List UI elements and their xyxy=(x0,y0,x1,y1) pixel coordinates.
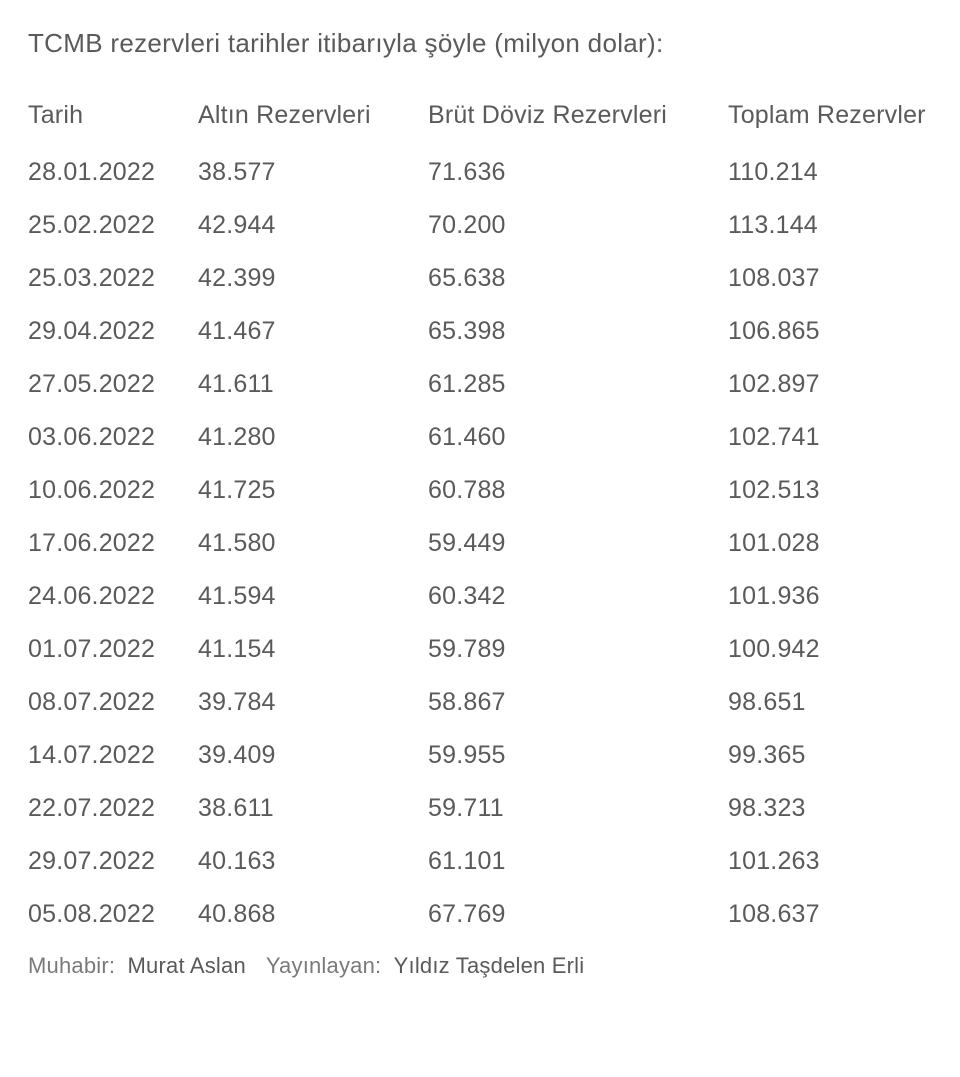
cell-date: 22.07.2022 xyxy=(28,794,198,823)
cell-date: 25.02.2022 xyxy=(28,211,198,240)
cell-total: 101.936 xyxy=(728,582,820,611)
cell-total: 100.942 xyxy=(728,635,820,664)
cell-date: 05.08.2022 xyxy=(28,900,198,929)
cell-date: 24.06.2022 xyxy=(28,582,198,611)
header-gold: Altın Rezervleri xyxy=(198,101,428,130)
cell-gold: 41.580 xyxy=(198,529,428,558)
cell-gold: 38.611 xyxy=(198,794,428,823)
cell-gross: 58.867 xyxy=(428,688,728,717)
table-row: 17.06.202241.58059.449101.028 xyxy=(28,529,932,558)
cell-date: 27.05.2022 xyxy=(28,370,198,399)
table-header-row: Tarih Altın Rezervleri Brüt Döviz Rezerv… xyxy=(28,101,932,130)
table-row: 29.07.202240.16361.101101.263 xyxy=(28,847,932,876)
cell-date: 17.06.2022 xyxy=(28,529,198,558)
table-row: 28.01.202238.57771.636110.214 xyxy=(28,158,932,187)
table-row: 22.07.202238.61159.71198.323 xyxy=(28,794,932,823)
cell-gold: 40.868 xyxy=(198,900,428,929)
cell-gold: 40.163 xyxy=(198,847,428,876)
cell-total: 101.263 xyxy=(728,847,820,876)
cell-gold: 41.280 xyxy=(198,423,428,452)
cell-date: 10.06.2022 xyxy=(28,476,198,505)
cell-gold: 39.784 xyxy=(198,688,428,717)
table-row: 27.05.202241.61161.285102.897 xyxy=(28,370,932,399)
cell-gold: 41.594 xyxy=(198,582,428,611)
cell-gross: 59.449 xyxy=(428,529,728,558)
cell-total: 106.865 xyxy=(728,317,820,346)
cell-date: 29.04.2022 xyxy=(28,317,198,346)
cell-gold: 42.399 xyxy=(198,264,428,293)
cell-gold: 39.409 xyxy=(198,741,428,770)
reserves-table: Tarih Altın Rezervleri Brüt Döviz Rezerv… xyxy=(28,101,932,929)
page-title: TCMB rezervleri tarihler itibarıyla şöyl… xyxy=(28,28,932,59)
reporter-name: Murat Aslan xyxy=(128,953,246,978)
cell-gross: 59.711 xyxy=(428,794,728,823)
cell-gold: 41.154 xyxy=(198,635,428,664)
cell-gross: 60.788 xyxy=(428,476,728,505)
cell-gross: 61.101 xyxy=(428,847,728,876)
header-date: Tarih xyxy=(28,101,198,130)
cell-gold: 38.577 xyxy=(198,158,428,187)
credits: Muhabir: Murat Aslan Yayınlayan: Yıldız … xyxy=(28,953,932,979)
cell-total: 98.651 xyxy=(728,688,806,717)
cell-date: 03.06.2022 xyxy=(28,423,198,452)
table-row: 24.06.202241.59460.342101.936 xyxy=(28,582,932,611)
table-row: 10.06.202241.72560.788102.513 xyxy=(28,476,932,505)
table-row: 29.04.202241.46765.398106.865 xyxy=(28,317,932,346)
cell-date: 14.07.2022 xyxy=(28,741,198,770)
cell-gross: 61.285 xyxy=(428,370,728,399)
cell-total: 108.037 xyxy=(728,264,820,293)
cell-total: 101.028 xyxy=(728,529,820,558)
cell-total: 99.365 xyxy=(728,741,806,770)
publisher-name: Yıldız Taşdelen Erli xyxy=(394,953,585,978)
cell-gross: 59.789 xyxy=(428,635,728,664)
cell-gold: 41.467 xyxy=(198,317,428,346)
cell-date: 08.07.2022 xyxy=(28,688,198,717)
cell-gross: 59.955 xyxy=(428,741,728,770)
cell-total: 98.323 xyxy=(728,794,806,823)
cell-date: 01.07.2022 xyxy=(28,635,198,664)
table-row: 08.07.202239.78458.86798.651 xyxy=(28,688,932,717)
cell-date: 25.03.2022 xyxy=(28,264,198,293)
cell-gold: 41.611 xyxy=(198,370,428,399)
table-row: 05.08.202240.86867.769108.637 xyxy=(28,900,932,929)
reporter-label: Muhabir: xyxy=(28,953,115,978)
cell-total: 102.741 xyxy=(728,423,820,452)
cell-total: 108.637 xyxy=(728,900,820,929)
cell-gross: 67.769 xyxy=(428,900,728,929)
cell-gross: 61.460 xyxy=(428,423,728,452)
table-row: 01.07.202241.15459.789100.942 xyxy=(28,635,932,664)
cell-gross: 71.636 xyxy=(428,158,728,187)
cell-total: 102.513 xyxy=(728,476,820,505)
cell-gross: 65.398 xyxy=(428,317,728,346)
table-row: 25.02.202242.94470.200113.144 xyxy=(28,211,932,240)
table-row: 14.07.202239.40959.95599.365 xyxy=(28,741,932,770)
cell-gross: 60.342 xyxy=(428,582,728,611)
header-gross: Brüt Döviz Rezervleri xyxy=(428,101,728,130)
cell-gross: 65.638 xyxy=(428,264,728,293)
cell-total: 102.897 xyxy=(728,370,820,399)
cell-date: 29.07.2022 xyxy=(28,847,198,876)
table-row: 03.06.202241.28061.460102.741 xyxy=(28,423,932,452)
cell-gold: 42.944 xyxy=(198,211,428,240)
cell-date: 28.01.2022 xyxy=(28,158,198,187)
cell-total: 110.214 xyxy=(728,158,818,187)
table-row: 25.03.202242.39965.638108.037 xyxy=(28,264,932,293)
cell-gross: 70.200 xyxy=(428,211,728,240)
header-total: Toplam Rezervler xyxy=(728,101,926,130)
publisher-label: Yayınlayan: xyxy=(266,953,382,978)
cell-gold: 41.725 xyxy=(198,476,428,505)
cell-total: 113.144 xyxy=(728,211,818,240)
table-body: 28.01.202238.57771.636110.21425.02.20224… xyxy=(28,158,932,929)
